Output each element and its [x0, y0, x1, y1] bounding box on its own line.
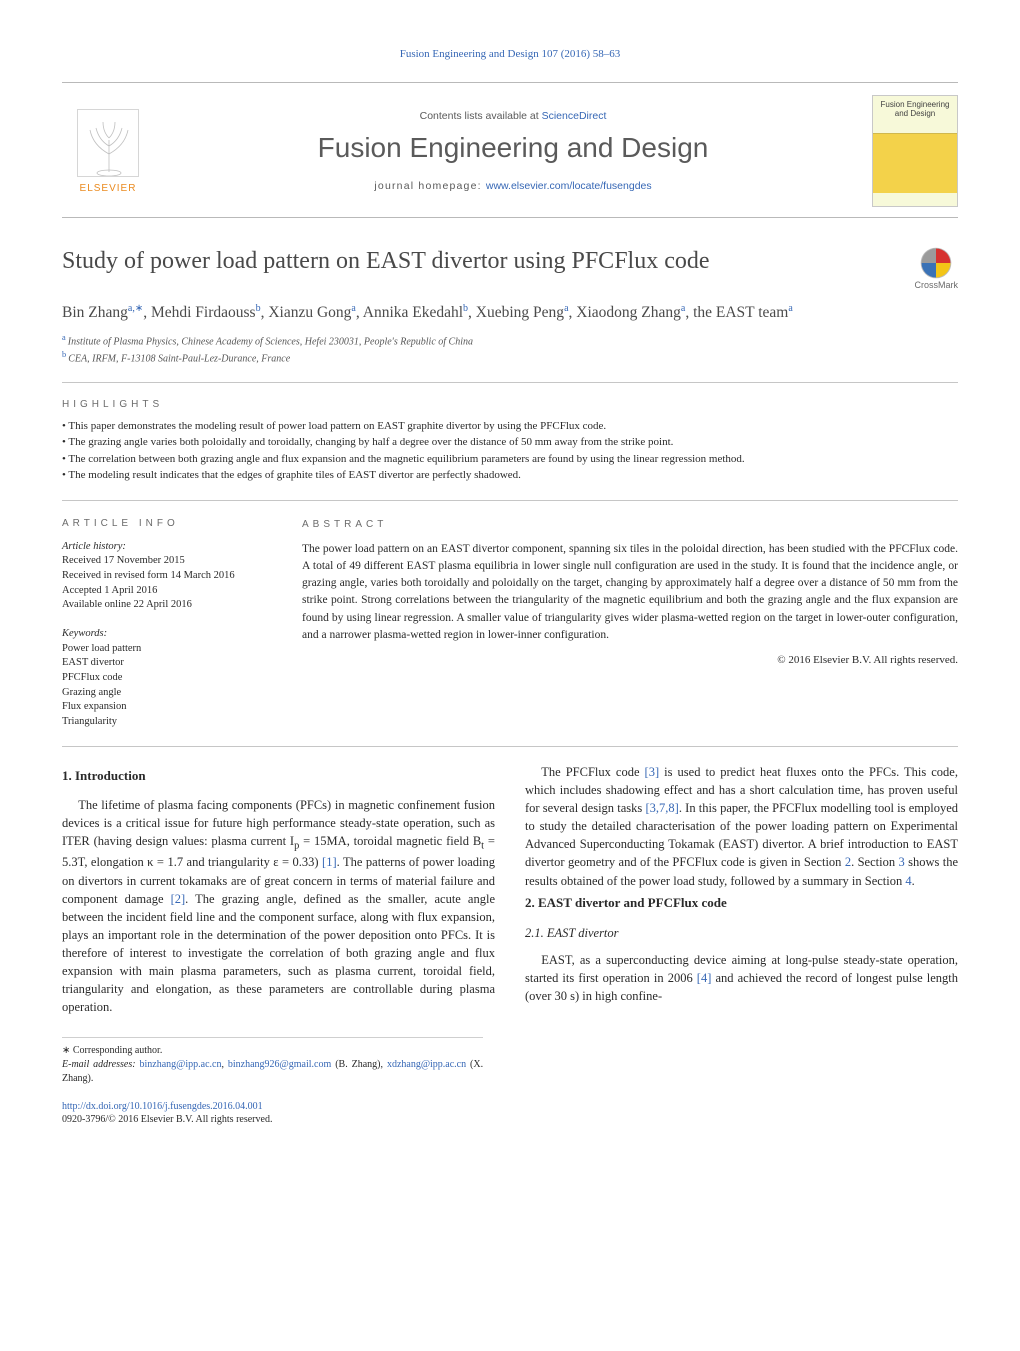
ref-link-1[interactable]: [1]: [322, 855, 337, 869]
email-link-3[interactable]: xdzhang@ipp.ac.cn: [387, 1059, 466, 1070]
author: , Xiaodong Zhang: [569, 304, 681, 321]
t: .: [912, 874, 915, 888]
author: , Annika Ekedahl: [356, 304, 463, 321]
author: , Xuebing Peng: [468, 304, 564, 321]
corr-label: ∗ Corresponding author.: [62, 1044, 483, 1058]
author: , Mehdi Firdaouss: [143, 304, 255, 321]
copyright-line: © 2016 Elsevier B.V. All rights reserved…: [302, 652, 958, 669]
section-1-head: 1. Introduction: [62, 767, 495, 786]
running-head: Fusion Engineering and Design 107 (2016)…: [62, 48, 958, 60]
crossmark-badge[interactable]: CrossMark: [914, 246, 958, 290]
history-item: Accepted 1 April 2016: [62, 584, 272, 599]
t: = 15MA, toroidal magnetic field B: [299, 834, 481, 848]
history-item: Received in revised form 14 March 2016: [62, 569, 272, 584]
email-label: E-mail addresses:: [62, 1059, 136, 1070]
authors-line: Bin Zhanga,∗, Mehdi Firdaoussb, Xianzu G…: [62, 302, 958, 324]
crossmark-label: CrossMark: [914, 280, 958, 290]
masthead: ELSEVIER Contents lists available at Sci…: [62, 82, 958, 218]
keywords-label: Keywords:: [62, 627, 272, 642]
highlight-item: The grazing angle varies both poloidally…: [62, 434, 958, 451]
history-label: Article history:: [62, 541, 126, 552]
highlight-item: This paper demonstrates the modeling res…: [62, 418, 958, 435]
highlights-head: HIGHLIGHTS: [62, 399, 958, 410]
body-text: 1. Introduction The lifetime of plasma f…: [62, 763, 958, 1086]
section-2-head: 2. EAST divertor and PFCFlux code: [525, 894, 958, 913]
author: , Xianzu Gong: [261, 304, 352, 321]
article-info-head: ARTICLE INFO: [62, 517, 272, 531]
affiliations: a Institute of Plasma Physics, Chinese A…: [62, 332, 958, 366]
corresponding-author-footnote: ∗ Corresponding author. E-mail addresses…: [62, 1037, 483, 1086]
ref-link-4[interactable]: [4]: [697, 971, 712, 985]
page-footer: http://dx.doi.org/10.1016/j.fusengdes.20…: [62, 1100, 958, 1127]
author: , the EAST team: [685, 304, 788, 321]
keyword: Power load pattern: [62, 642, 272, 657]
history-item: Available online 22 April 2016: [62, 598, 272, 613]
contents-line: Contents lists available at ScienceDirec…: [158, 110, 868, 122]
cover-title: Fusion Engineering and Design: [873, 96, 957, 133]
publisher-block: ELSEVIER: [62, 109, 154, 194]
t: . The grazing angle, defined as the smal…: [62, 892, 495, 1015]
article-title: Study of power load pattern on EAST dive…: [62, 246, 900, 276]
keywords-list: Power load patternEAST divertorPFCFlux c…: [62, 642, 272, 730]
abstract: ABSTRACT The power load pattern on an EA…: [302, 517, 958, 730]
abstract-head: ABSTRACT: [302, 517, 958, 532]
highlight-item: The modeling result indicates that the e…: [62, 467, 958, 484]
sciencedirect-link[interactable]: ScienceDirect: [542, 110, 607, 122]
divider: [62, 746, 958, 747]
highlight-item: The correlation between both grazing ang…: [62, 451, 958, 468]
ref-link-3[interactable]: [3]: [645, 765, 660, 779]
contents-prefix: Contents lists available at: [420, 110, 542, 122]
intro-p2: The PFCFlux code [3] is used to predict …: [525, 763, 958, 890]
t: . Section: [851, 855, 898, 869]
keyword: Flux expansion: [62, 700, 272, 715]
keyword: Grazing angle: [62, 686, 272, 701]
journal-homepage-line: journal homepage: www.elsevier.com/locat…: [158, 180, 868, 192]
doi-link[interactable]: http://dx.doi.org/10.1016/j.fusengdes.20…: [62, 1101, 263, 1112]
abstract-text: The power load pattern on an EAST divert…: [302, 541, 958, 645]
divider: [62, 382, 958, 383]
author: Bin Zhang: [62, 304, 128, 321]
journal-home-link[interactable]: www.elsevier.com/locate/fusengdes: [486, 180, 652, 192]
divider: [62, 500, 958, 501]
ref-link-2[interactable]: [2]: [171, 892, 186, 906]
ref-link-378[interactable]: [3,7,8]: [646, 801, 679, 815]
article-info: ARTICLE INFO Article history: Received 1…: [62, 517, 272, 730]
elsevier-tree-icon: [77, 109, 139, 177]
keyword: PFCFlux code: [62, 671, 272, 686]
author-affil-sup: a,∗: [128, 303, 143, 314]
history-list: Received 17 November 2015Received in rev…: [62, 554, 272, 613]
intro-p1: The lifetime of plasma facing components…: [62, 796, 495, 1017]
highlights-section: HIGHLIGHTS This paper demonstrates the m…: [62, 399, 958, 484]
affiliation: b CEA, IRFM, F-13108 Saint-Paul-Lez-Dura…: [62, 349, 958, 366]
journal-cover-thumb: Fusion Engineering and Design: [872, 95, 958, 207]
journal-home-prefix: journal homepage:: [374, 180, 486, 192]
keyword: Triangularity: [62, 715, 272, 730]
crossmark-icon: [919, 246, 953, 280]
history-item: Received 17 November 2015: [62, 554, 272, 569]
keyword: EAST divertor: [62, 656, 272, 671]
email-link-1[interactable]: binzhang@ipp.ac.cn: [140, 1059, 222, 1070]
author-affil-sup: a: [788, 303, 792, 314]
highlights-list: This paper demonstrates the modeling res…: [62, 418, 958, 484]
affiliation: a Institute of Plasma Physics, Chinese A…: [62, 332, 958, 349]
journal-name: Fusion Engineering and Design: [158, 132, 868, 164]
email-link-2[interactable]: binzhang926@gmail.com: [228, 1059, 331, 1070]
issn-line: 0920-3796/© 2016 Elsevier B.V. All right…: [62, 1114, 272, 1125]
section-2-1-head: 2.1. EAST divertor: [525, 924, 958, 942]
publisher-label: ELSEVIER: [80, 183, 137, 194]
email-who-1: (B. Zhang),: [331, 1059, 387, 1070]
s21-p1: EAST, as a superconducting device aiming…: [525, 951, 958, 1005]
t: The PFCFlux code: [541, 765, 644, 779]
